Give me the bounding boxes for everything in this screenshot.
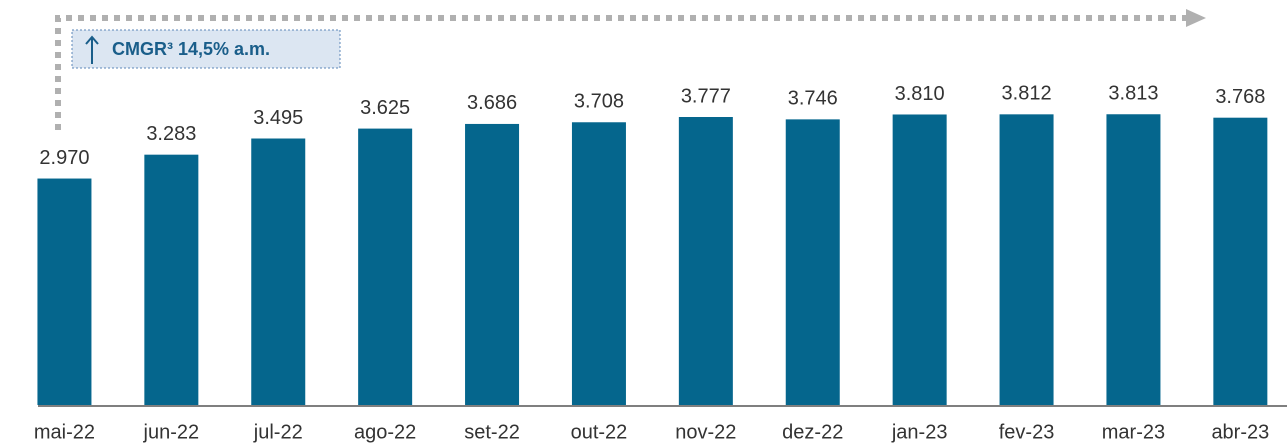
bar	[1213, 117, 1268, 405]
arrow-head	[1186, 9, 1206, 27]
dotted-path	[55, 15, 1186, 130]
value-label: 3.777	[681, 85, 731, 107]
value-label: 3.813	[1108, 83, 1158, 105]
x-tick-label: jan-23	[891, 421, 948, 443]
x-tick-label: mar-23	[1102, 421, 1165, 443]
x-tick-label: ago-22	[354, 421, 416, 443]
value-label: 3.686	[467, 92, 517, 114]
value-label: 3.812	[1002, 83, 1052, 105]
annotation: CMGR³ 14,5% a.m.	[112, 39, 270, 59]
bar	[999, 114, 1054, 406]
x-tick-label: nov-22	[675, 421, 736, 443]
growth-arrow	[55, 9, 1206, 130]
bar	[251, 138, 306, 405]
bar	[1106, 114, 1161, 405]
bar	[678, 117, 733, 405]
x-tick-label: jul-22	[253, 421, 303, 443]
x-tick-label: out-22	[571, 421, 628, 443]
bar	[37, 178, 92, 405]
x-tick-label: jun-22	[143, 421, 200, 443]
value-label: 3.746	[788, 88, 838, 110]
bar	[892, 114, 947, 406]
x-tick-label: fev-23	[999, 421, 1055, 443]
x-tick-label: abr-23	[1211, 421, 1269, 443]
value-label: 3.810	[895, 83, 945, 105]
bar	[358, 128, 413, 405]
value-label: 3.768	[1215, 86, 1265, 108]
value-label: 3.708	[574, 91, 624, 113]
bar	[144, 154, 199, 405]
x-tick-label: mai-22	[34, 421, 95, 443]
annotation-box	[71, 29, 341, 69]
value-label: 3.625	[360, 97, 410, 119]
bar	[785, 119, 840, 406]
up-arrow-icon	[85, 35, 99, 64]
x-tick-label: dez-22	[782, 421, 843, 443]
value-label: 3.283	[146, 123, 196, 145]
value-label: 2.970	[39, 147, 89, 169]
value-label: 3.495	[253, 107, 303, 129]
bar	[571, 122, 626, 405]
x-tick-label: set-22	[464, 421, 520, 443]
bar	[465, 123, 520, 405]
